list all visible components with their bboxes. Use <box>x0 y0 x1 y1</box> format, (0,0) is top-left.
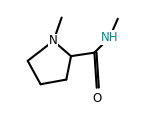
Text: NH: NH <box>101 31 118 44</box>
Text: N: N <box>49 34 58 48</box>
Text: O: O <box>92 92 101 105</box>
